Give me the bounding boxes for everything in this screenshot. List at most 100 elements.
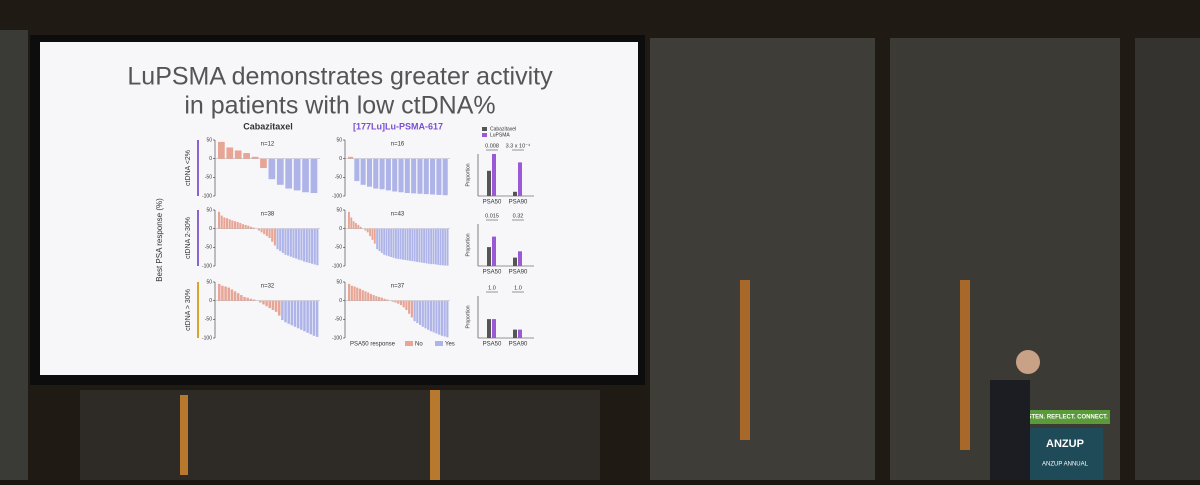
waterfall-bar <box>249 298 253 301</box>
waterfall-bar <box>271 300 275 310</box>
waterfall-bar <box>350 285 353 301</box>
slide-title: LuPSMA demonstrates greater activity <box>127 63 553 91</box>
waterfall-bar <box>399 300 403 306</box>
y-tick-label: 0 <box>339 156 342 162</box>
waterfall-bar <box>356 287 359 301</box>
waterfall-bar <box>279 228 282 252</box>
waterfall-bar <box>383 228 386 255</box>
n-label: n=38 <box>261 212 275 218</box>
waterfall-bar <box>289 228 292 257</box>
waterfall-bar <box>268 300 272 309</box>
light-reflection <box>180 395 188 475</box>
waterfall-bar <box>364 228 367 231</box>
y-tick-label: 50 <box>336 279 342 285</box>
p-value: 1.0 <box>514 285 522 291</box>
waterfall-bar <box>413 300 416 322</box>
waterfall-bar <box>355 223 357 229</box>
y-tick-label: -50 <box>205 245 212 251</box>
waterfall-bar <box>417 158 423 194</box>
waterfall-bar <box>423 228 426 264</box>
waterfall-bar <box>369 293 373 301</box>
legend-swatch <box>405 341 413 346</box>
waterfall-bar <box>268 158 276 180</box>
y-tick-label: 0 <box>209 298 212 304</box>
bar <box>487 247 491 266</box>
waterfall-bar <box>409 228 411 261</box>
waterfall-bar <box>394 228 397 259</box>
waterfall-bar <box>303 300 306 332</box>
y-axis-label: Best PSA response (%) <box>155 198 164 282</box>
waterfall-bar <box>311 228 314 264</box>
waterfall-bar <box>224 286 227 301</box>
waterfall-bar <box>430 228 433 265</box>
waterfall-bar <box>252 299 256 301</box>
waterfall-bar <box>348 211 350 229</box>
waterfall-bar <box>411 228 414 262</box>
y-tick-label: -50 <box>335 317 342 323</box>
waterfall-bar <box>246 297 249 301</box>
waterfall-bar <box>437 228 440 265</box>
row-label: ctDNA <2% <box>185 150 192 186</box>
waterfall-bar <box>405 300 408 310</box>
waterfall-bar <box>309 300 313 335</box>
waterfall-bar <box>262 300 265 305</box>
waterfall-bar <box>218 141 225 159</box>
waterfall-bar <box>402 300 405 308</box>
waterfall-bar <box>273 228 276 246</box>
waterfall-bar <box>252 227 255 229</box>
waterfall-bar <box>223 217 226 229</box>
waterfall-bar <box>313 228 316 265</box>
waterfall-bar <box>303 228 306 262</box>
waterfall-bar <box>430 158 436 195</box>
y-tick-label: -100 <box>332 263 342 269</box>
waterfall-bar <box>287 228 290 256</box>
waterfall-bar <box>310 158 318 194</box>
waterfall-bar <box>406 228 409 261</box>
waterfall-bar <box>404 158 410 194</box>
y-tick-label: -100 <box>332 335 342 341</box>
waterfall-bar <box>315 300 319 337</box>
waterfall-bar <box>226 147 234 159</box>
waterfall-bar <box>265 228 268 237</box>
waterfall-bar <box>418 300 422 325</box>
slide <box>40 42 638 375</box>
waterfall-bar <box>429 300 433 332</box>
waterfall-bar <box>358 288 362 301</box>
waterfall-bar <box>364 291 367 301</box>
waterfall-bar <box>386 299 389 301</box>
waterfall-bar <box>260 228 263 233</box>
blinds-left <box>0 30 28 480</box>
waterfall-bar <box>366 158 372 187</box>
waterfall-bar <box>249 226 253 229</box>
waterfall-bar <box>276 228 279 250</box>
waterfall-bar <box>225 218 229 229</box>
bar <box>492 154 496 196</box>
legend-label: No <box>415 342 423 348</box>
legend-swatch <box>482 127 487 131</box>
x-tick-label: PSA90 <box>509 270 528 276</box>
waterfall-bar <box>436 158 442 195</box>
waterfall-bar <box>281 228 284 253</box>
y-tick-label: 50 <box>206 279 212 285</box>
waterfall-bar <box>308 228 311 264</box>
waterfall-bar <box>293 158 301 191</box>
y-tick-label: -100 <box>202 335 212 341</box>
waterfall-bar <box>434 228 437 265</box>
x-tick-label: PSA50 <box>483 200 502 206</box>
waterfall-bar <box>410 300 413 318</box>
y-tick-label: -50 <box>205 317 212 323</box>
waterfall-bar <box>221 285 224 301</box>
waterfall-bar <box>220 215 223 229</box>
waterfall-bar <box>230 289 234 301</box>
y-tick-label: -50 <box>335 245 342 251</box>
bar <box>487 170 491 196</box>
row-label: ctDNA > 30% <box>185 289 192 331</box>
legend-label: LuPSMA <box>490 132 510 138</box>
waterfall-bar <box>443 300 446 337</box>
y-tick-label: -50 <box>335 175 342 181</box>
waterfall-bar <box>285 158 293 189</box>
waterfall-bar <box>361 290 364 301</box>
p-value: 3.3 x 10⁻⁴ <box>506 142 531 149</box>
p-value: 1.0 <box>488 285 496 291</box>
